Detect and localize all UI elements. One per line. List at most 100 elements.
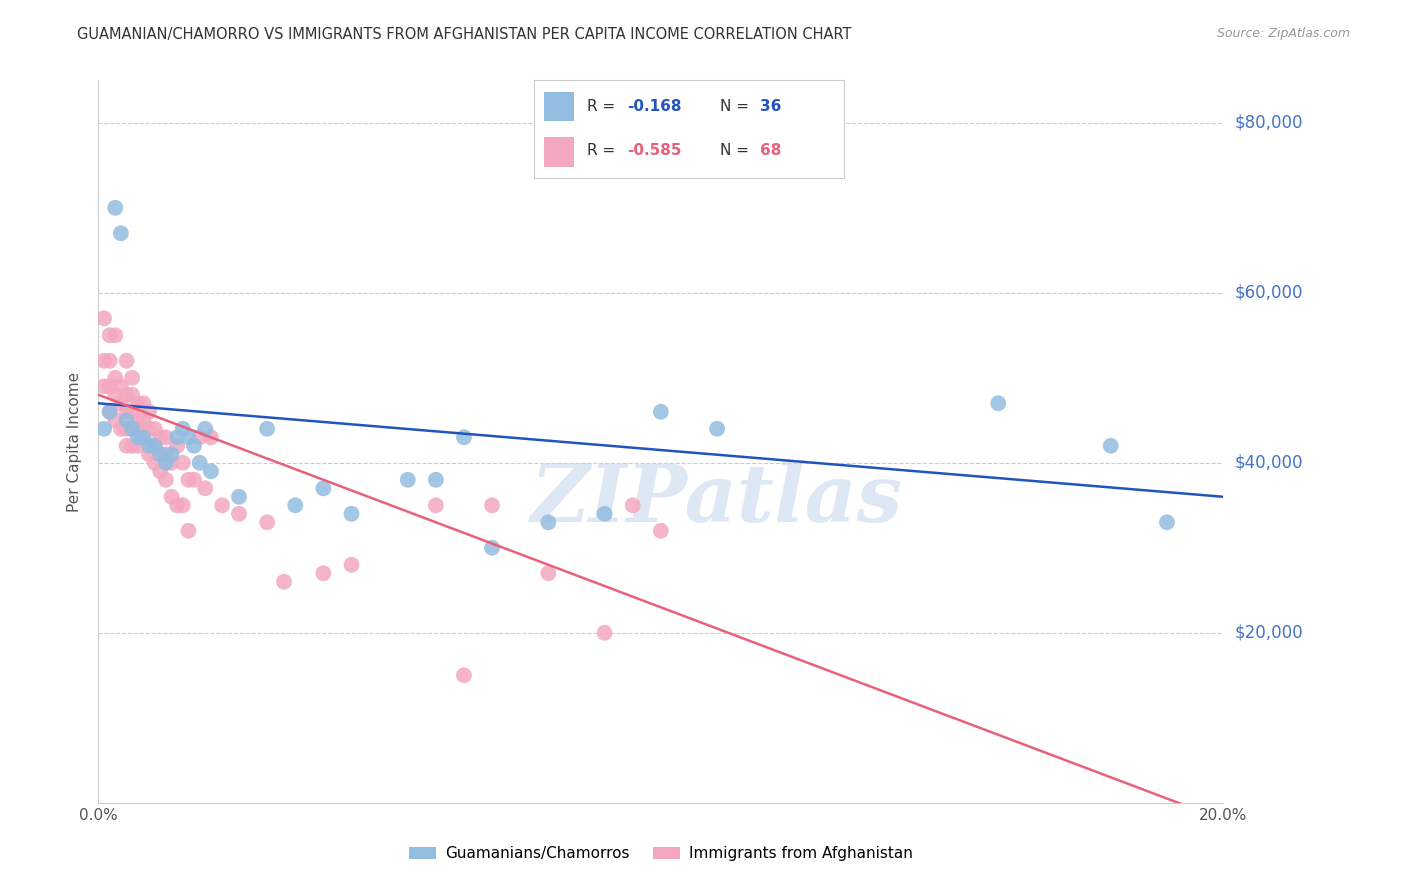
Point: [183, 473, 205, 487]
Point: [593, 507, 616, 521]
Point: [104, 413, 127, 427]
Point: [160, 447, 183, 461]
Point: [115, 413, 138, 427]
Point: [200, 464, 222, 478]
Text: R =: R =: [586, 99, 620, 114]
Point: [143, 439, 166, 453]
Point: [104, 328, 127, 343]
Point: [155, 473, 177, 487]
Point: [987, 396, 1010, 410]
Point: [121, 388, 143, 402]
Point: [115, 439, 138, 453]
Point: [121, 371, 143, 385]
Point: [155, 430, 177, 444]
FancyBboxPatch shape: [544, 92, 575, 121]
Point: [143, 422, 166, 436]
Point: [93, 379, 115, 393]
Point: [132, 430, 155, 444]
Point: [183, 439, 205, 453]
Point: [149, 447, 172, 461]
Point: [143, 439, 166, 453]
Point: [93, 311, 115, 326]
Point: [166, 439, 188, 453]
Point: [396, 473, 419, 487]
Point: [149, 430, 172, 444]
Point: [194, 422, 217, 436]
Legend: Guamanians/Chamorros, Immigrants from Afghanistan: Guamanians/Chamorros, Immigrants from Af…: [402, 840, 920, 867]
Text: 36: 36: [761, 99, 782, 114]
Point: [149, 464, 172, 478]
Point: [121, 422, 143, 436]
Point: [481, 498, 503, 512]
Point: [110, 227, 132, 241]
Point: [98, 328, 121, 343]
Point: [166, 430, 188, 444]
Text: 68: 68: [761, 144, 782, 159]
Point: [115, 353, 138, 368]
Point: [115, 388, 138, 402]
Point: [138, 405, 160, 419]
Point: [650, 405, 672, 419]
Point: [98, 405, 121, 419]
Point: [1156, 516, 1178, 530]
Point: [537, 516, 560, 530]
FancyBboxPatch shape: [544, 137, 575, 167]
Point: [621, 498, 644, 512]
Point: [138, 439, 160, 453]
Point: [98, 379, 121, 393]
Point: [228, 507, 250, 521]
Point: [155, 456, 177, 470]
Point: [93, 353, 115, 368]
Point: [110, 396, 132, 410]
Point: [425, 498, 447, 512]
Point: [228, 490, 250, 504]
Point: [256, 516, 278, 530]
Point: [481, 541, 503, 555]
Text: GUAMANIAN/CHAMORRO VS IMMIGRANTS FROM AFGHANISTAN PER CAPITA INCOME CORRELATION : GUAMANIAN/CHAMORRO VS IMMIGRANTS FROM AF…: [77, 27, 852, 42]
Point: [132, 396, 155, 410]
Point: [160, 490, 183, 504]
Text: N =: N =: [720, 144, 754, 159]
Point: [127, 422, 149, 436]
Point: [194, 481, 217, 495]
Text: $60,000: $60,000: [1234, 284, 1303, 301]
Point: [312, 566, 335, 581]
Point: [650, 524, 672, 538]
Point: [172, 498, 194, 512]
Text: ZIPatlas: ZIPatlas: [531, 460, 903, 538]
Point: [127, 396, 149, 410]
Point: [115, 422, 138, 436]
Point: [256, 422, 278, 436]
Point: [211, 498, 233, 512]
Point: [188, 430, 211, 444]
Point: [284, 498, 307, 512]
Point: [188, 456, 211, 470]
Point: [138, 447, 160, 461]
Point: [104, 388, 127, 402]
Point: [121, 422, 143, 436]
Point: [340, 507, 363, 521]
Point: [110, 422, 132, 436]
Point: [127, 439, 149, 453]
Point: [177, 524, 200, 538]
Point: [177, 473, 200, 487]
Text: $80,000: $80,000: [1234, 114, 1303, 132]
Point: [138, 422, 160, 436]
Text: N =: N =: [720, 99, 754, 114]
Point: [98, 353, 121, 368]
Text: -0.168: -0.168: [627, 99, 682, 114]
Point: [593, 625, 616, 640]
Point: [93, 422, 115, 436]
Point: [155, 447, 177, 461]
Point: [98, 405, 121, 419]
Point: [340, 558, 363, 572]
Point: [127, 430, 149, 444]
Text: $40,000: $40,000: [1234, 454, 1303, 472]
Point: [706, 422, 728, 436]
Point: [149, 447, 172, 461]
Point: [453, 430, 475, 444]
Point: [273, 574, 295, 589]
Point: [537, 566, 560, 581]
Point: [160, 456, 183, 470]
Point: [132, 430, 155, 444]
